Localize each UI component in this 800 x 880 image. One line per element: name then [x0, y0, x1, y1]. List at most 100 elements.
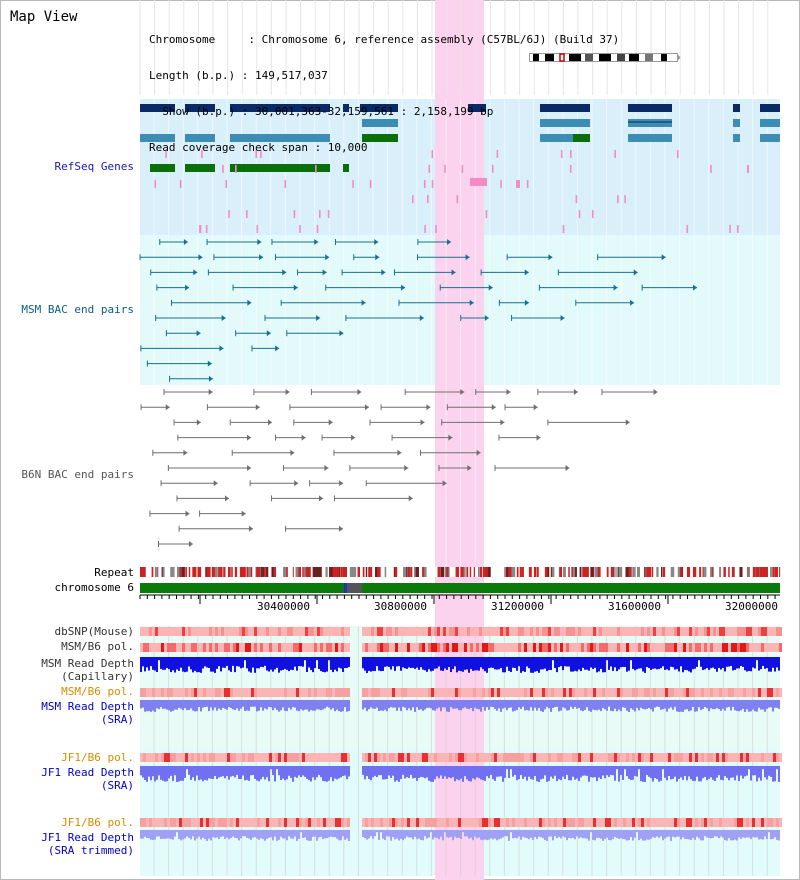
heat-cell	[467, 643, 470, 652]
repeat-element	[414, 567, 416, 577]
heat-cell	[407, 818, 410, 827]
heat-cell	[419, 818, 422, 827]
heat-cell	[329, 627, 332, 636]
heat-cell	[374, 753, 377, 762]
heat-cell	[680, 627, 683, 636]
heat-cell	[179, 753, 182, 762]
heat-cell	[161, 753, 164, 762]
read-depth-bar	[404, 700, 406, 708]
heat-cell	[263, 643, 266, 652]
heat-cell	[551, 753, 554, 762]
read-depth-bar	[444, 700, 446, 708]
read-depth-bar	[412, 700, 414, 708]
heat-cell	[725, 688, 728, 697]
heat-cell	[209, 643, 212, 652]
read-depth-bar	[320, 830, 322, 837]
heat-cell	[149, 688, 152, 697]
heat-cell	[506, 643, 509, 652]
heat-cell	[722, 753, 725, 762]
heat-cell	[191, 753, 194, 762]
heat-cell	[449, 753, 452, 762]
read-depth-bar	[528, 657, 530, 669]
heat-cell	[578, 688, 581, 697]
selected-region-highlight[interactable]	[435, 0, 484, 880]
repeat-element	[512, 567, 516, 577]
read-depth-bar	[382, 766, 384, 780]
read-depth-bar	[562, 700, 564, 708]
read-depth-bar	[746, 766, 748, 776]
repeat-element	[759, 567, 763, 577]
repeat-element	[594, 567, 598, 577]
read-depth-bar	[750, 700, 752, 712]
heat-cell	[695, 627, 698, 636]
read-depth-bar	[670, 657, 672, 667]
read-depth-bar	[724, 700, 726, 711]
heat-cell	[257, 643, 260, 652]
read-depth-bar	[210, 657, 212, 672]
read-depth-bar	[286, 657, 288, 670]
read-depth-bar	[660, 657, 662, 669]
read-depth-bar	[144, 830, 146, 837]
heat-cell	[200, 818, 203, 827]
heat-cell	[560, 643, 563, 652]
read-depth-bar	[520, 700, 522, 709]
refseq-mark	[154, 180, 156, 188]
heat-cell	[215, 818, 218, 827]
heat-cell	[146, 753, 149, 762]
repeat-element	[223, 567, 226, 577]
read-depth-bar	[644, 657, 646, 673]
heat-cell	[227, 753, 230, 762]
heat-cell	[725, 643, 728, 652]
heat-cell	[146, 688, 149, 697]
heat-cell	[320, 753, 323, 762]
read-depth-bar	[416, 700, 418, 708]
read-depth-bar	[760, 700, 762, 710]
read-depth-bar	[492, 766, 494, 780]
repeat-element	[330, 567, 333, 577]
read-depth-bar	[414, 766, 416, 778]
read-depth-bar	[524, 766, 526, 777]
refseq-label[interactable]: RefSeq Genes	[54, 160, 134, 173]
heat-cell	[152, 643, 155, 652]
heat-cell	[527, 688, 530, 697]
read-depth-bar	[632, 766, 634, 780]
read-depth-bar	[554, 830, 556, 837]
heat-cell	[230, 627, 233, 636]
page-title: Map View	[10, 9, 78, 25]
read-depth-bar	[594, 830, 596, 841]
read-depth-bar	[708, 700, 710, 712]
read-depth-bar	[512, 700, 514, 712]
heat-cell	[518, 688, 521, 697]
read-depth-bar	[766, 766, 768, 780]
read-depth-bar	[550, 700, 552, 712]
refseq-gene	[230, 164, 330, 172]
heat-cell	[323, 753, 326, 762]
heat-cell	[440, 627, 443, 636]
msm-bac-label[interactable]: MSM BAC end pairs	[21, 303, 134, 316]
read-depth-bar	[276, 830, 278, 841]
read-depth-bar	[452, 766, 454, 778]
heat-cell	[449, 643, 452, 652]
heat-cell	[392, 688, 395, 697]
chromosome-ideogram[interactable]	[529, 53, 681, 62]
repeat-element	[173, 567, 175, 577]
heat-cell	[539, 818, 542, 827]
read-depth-bar	[522, 700, 524, 707]
refseq-mark	[516, 180, 518, 188]
b6n-bac-label[interactable]: B6N BAC end pairs	[21, 468, 134, 481]
read-depth-bar	[212, 657, 214, 672]
read-depth-bar	[220, 700, 222, 710]
dbsnp-label: dbSNP(Mouse)	[54, 625, 134, 638]
heat-cell	[452, 627, 455, 636]
read-depth-bar	[702, 766, 704, 779]
read-depth-bar	[242, 700, 244, 707]
heat-cell	[611, 753, 614, 762]
heat-cell	[557, 627, 560, 636]
read-depth-bar	[652, 657, 654, 669]
read-depth-bar	[330, 700, 332, 710]
repeat-element	[677, 567, 681, 577]
heat-cell	[686, 643, 689, 652]
repeat-element	[585, 567, 589, 577]
read-depth-bar	[432, 766, 434, 782]
